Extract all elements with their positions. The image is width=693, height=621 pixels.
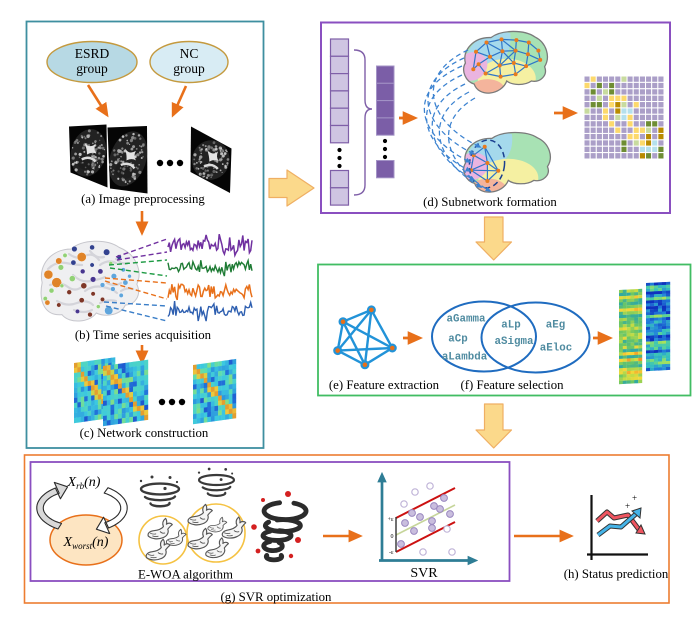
svg-text:+: + — [625, 501, 630, 511]
svg-text:0: 0 — [391, 534, 394, 540]
svg-text:Xrb(n): Xrb(n) — [67, 475, 101, 491]
svg-text:(d) Subnetwork formation: (d) Subnetwork formation — [423, 195, 557, 209]
svg-text:(h) Status prediction: (h) Status prediction — [564, 567, 669, 581]
svg-text:aLp: aLp — [501, 320, 520, 332]
svg-text:group: group — [76, 61, 108, 76]
svg-text:aGamma: aGamma — [447, 314, 486, 326]
svg-text:aEloc: aEloc — [540, 343, 572, 355]
svg-text:NC: NC — [180, 46, 199, 61]
svg-text:(a) Image preprocessing: (a) Image preprocessing — [81, 192, 205, 206]
svg-text:(c) Network construction: (c) Network construction — [80, 426, 209, 440]
svg-text:SVR: SVR — [410, 566, 438, 581]
svg-text:aEg: aEg — [546, 320, 565, 332]
svg-text:ESRD: ESRD — [75, 46, 110, 61]
svg-text:-ε: -ε — [389, 550, 394, 556]
svg-text:(g) SVR optimization: (g) SVR optimization — [221, 590, 332, 604]
svg-text:group: group — [173, 61, 205, 76]
svg-text:(b) Time series acquisition: (b) Time series acquisition — [75, 328, 212, 342]
svg-text:aLambda: aLambda — [442, 352, 488, 364]
svg-text:(e) Feature extraction: (e) Feature extraction — [329, 378, 440, 392]
svg-text:(f) Feature selection: (f) Feature selection — [460, 378, 564, 392]
svg-text:aCp: aCp — [448, 334, 467, 346]
svg-text:+ε: +ε — [388, 517, 394, 523]
svg-text:aSigma: aSigma — [495, 336, 534, 348]
svg-text:+: + — [632, 493, 637, 503]
svg-text:E-WOA algorithm: E-WOA algorithm — [138, 568, 233, 582]
